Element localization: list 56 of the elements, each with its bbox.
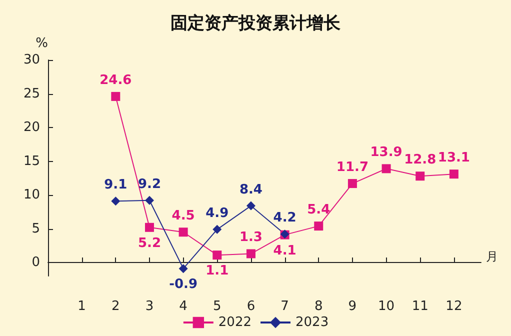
point bbox=[449, 170, 458, 179]
point bbox=[246, 201, 256, 210]
data-label: 4.1 bbox=[273, 243, 296, 258]
y-tick-label: 0 bbox=[32, 255, 40, 270]
y-tick-label: 25 bbox=[23, 86, 40, 102]
data-label: 12.8 bbox=[404, 152, 436, 168]
x-tick-label: 12 bbox=[446, 299, 462, 314]
x-axis-title: 月 bbox=[486, 250, 498, 264]
x-tick-label: 9 bbox=[348, 299, 357, 314]
point bbox=[144, 222, 154, 232]
legend-label: 2022 bbox=[218, 315, 252, 330]
y-axis-title: % bbox=[36, 36, 48, 51]
x-tick-label: 8 bbox=[314, 299, 323, 314]
x-tick-label: 11 bbox=[412, 299, 428, 314]
data-label: 5.4 bbox=[307, 202, 330, 218]
y-tick-label: 20 bbox=[23, 120, 40, 135]
point bbox=[178, 228, 188, 237]
point bbox=[111, 196, 120, 206]
chart-title: 固定资产投资累计增长 bbox=[170, 14, 342, 34]
x-tick-label: 10 bbox=[378, 299, 395, 314]
x-tick-label: 3 bbox=[145, 299, 154, 314]
x-tick-label: 6 bbox=[246, 299, 256, 314]
point bbox=[111, 92, 120, 101]
data-label: 13.9 bbox=[370, 145, 402, 160]
x-tick-label: 7 bbox=[280, 299, 289, 314]
data-label: 4.9 bbox=[206, 206, 229, 221]
point bbox=[416, 172, 425, 181]
point bbox=[246, 249, 256, 258]
data-label: 1.1 bbox=[206, 264, 229, 279]
point bbox=[178, 264, 188, 274]
point bbox=[212, 224, 222, 234]
data-label: 4.5 bbox=[172, 208, 195, 224]
point bbox=[144, 196, 154, 205]
y-tick-label: 5 bbox=[32, 221, 40, 236]
data-label: -0.9 bbox=[169, 277, 198, 292]
legend-label: 2023 bbox=[296, 315, 329, 330]
data-label: 8.4 bbox=[239, 182, 262, 198]
point bbox=[348, 179, 357, 188]
y-tick-label: 15 bbox=[23, 154, 40, 169]
x-tick-label: 2 bbox=[112, 299, 120, 314]
data-label: 5.2 bbox=[138, 236, 161, 251]
x-tick-label: 5 bbox=[213, 299, 222, 314]
y-tick-label: 10 bbox=[23, 188, 40, 202]
point bbox=[314, 222, 324, 231]
data-label: 1.3 bbox=[239, 230, 262, 246]
data-label: 11.7 bbox=[336, 160, 368, 176]
point bbox=[382, 164, 391, 174]
data-label: 9.1 bbox=[104, 178, 128, 193]
x-tick-label: 4 bbox=[179, 299, 188, 314]
data-label: 13.1 bbox=[438, 150, 470, 166]
point bbox=[212, 250, 222, 260]
data-label: 4.2 bbox=[273, 210, 296, 226]
x-tick-label: 1 bbox=[78, 299, 86, 314]
y-tick-label: 30 bbox=[23, 52, 40, 68]
data-label: 9.2 bbox=[138, 176, 161, 192]
data-label: 24.6 bbox=[100, 72, 132, 88]
